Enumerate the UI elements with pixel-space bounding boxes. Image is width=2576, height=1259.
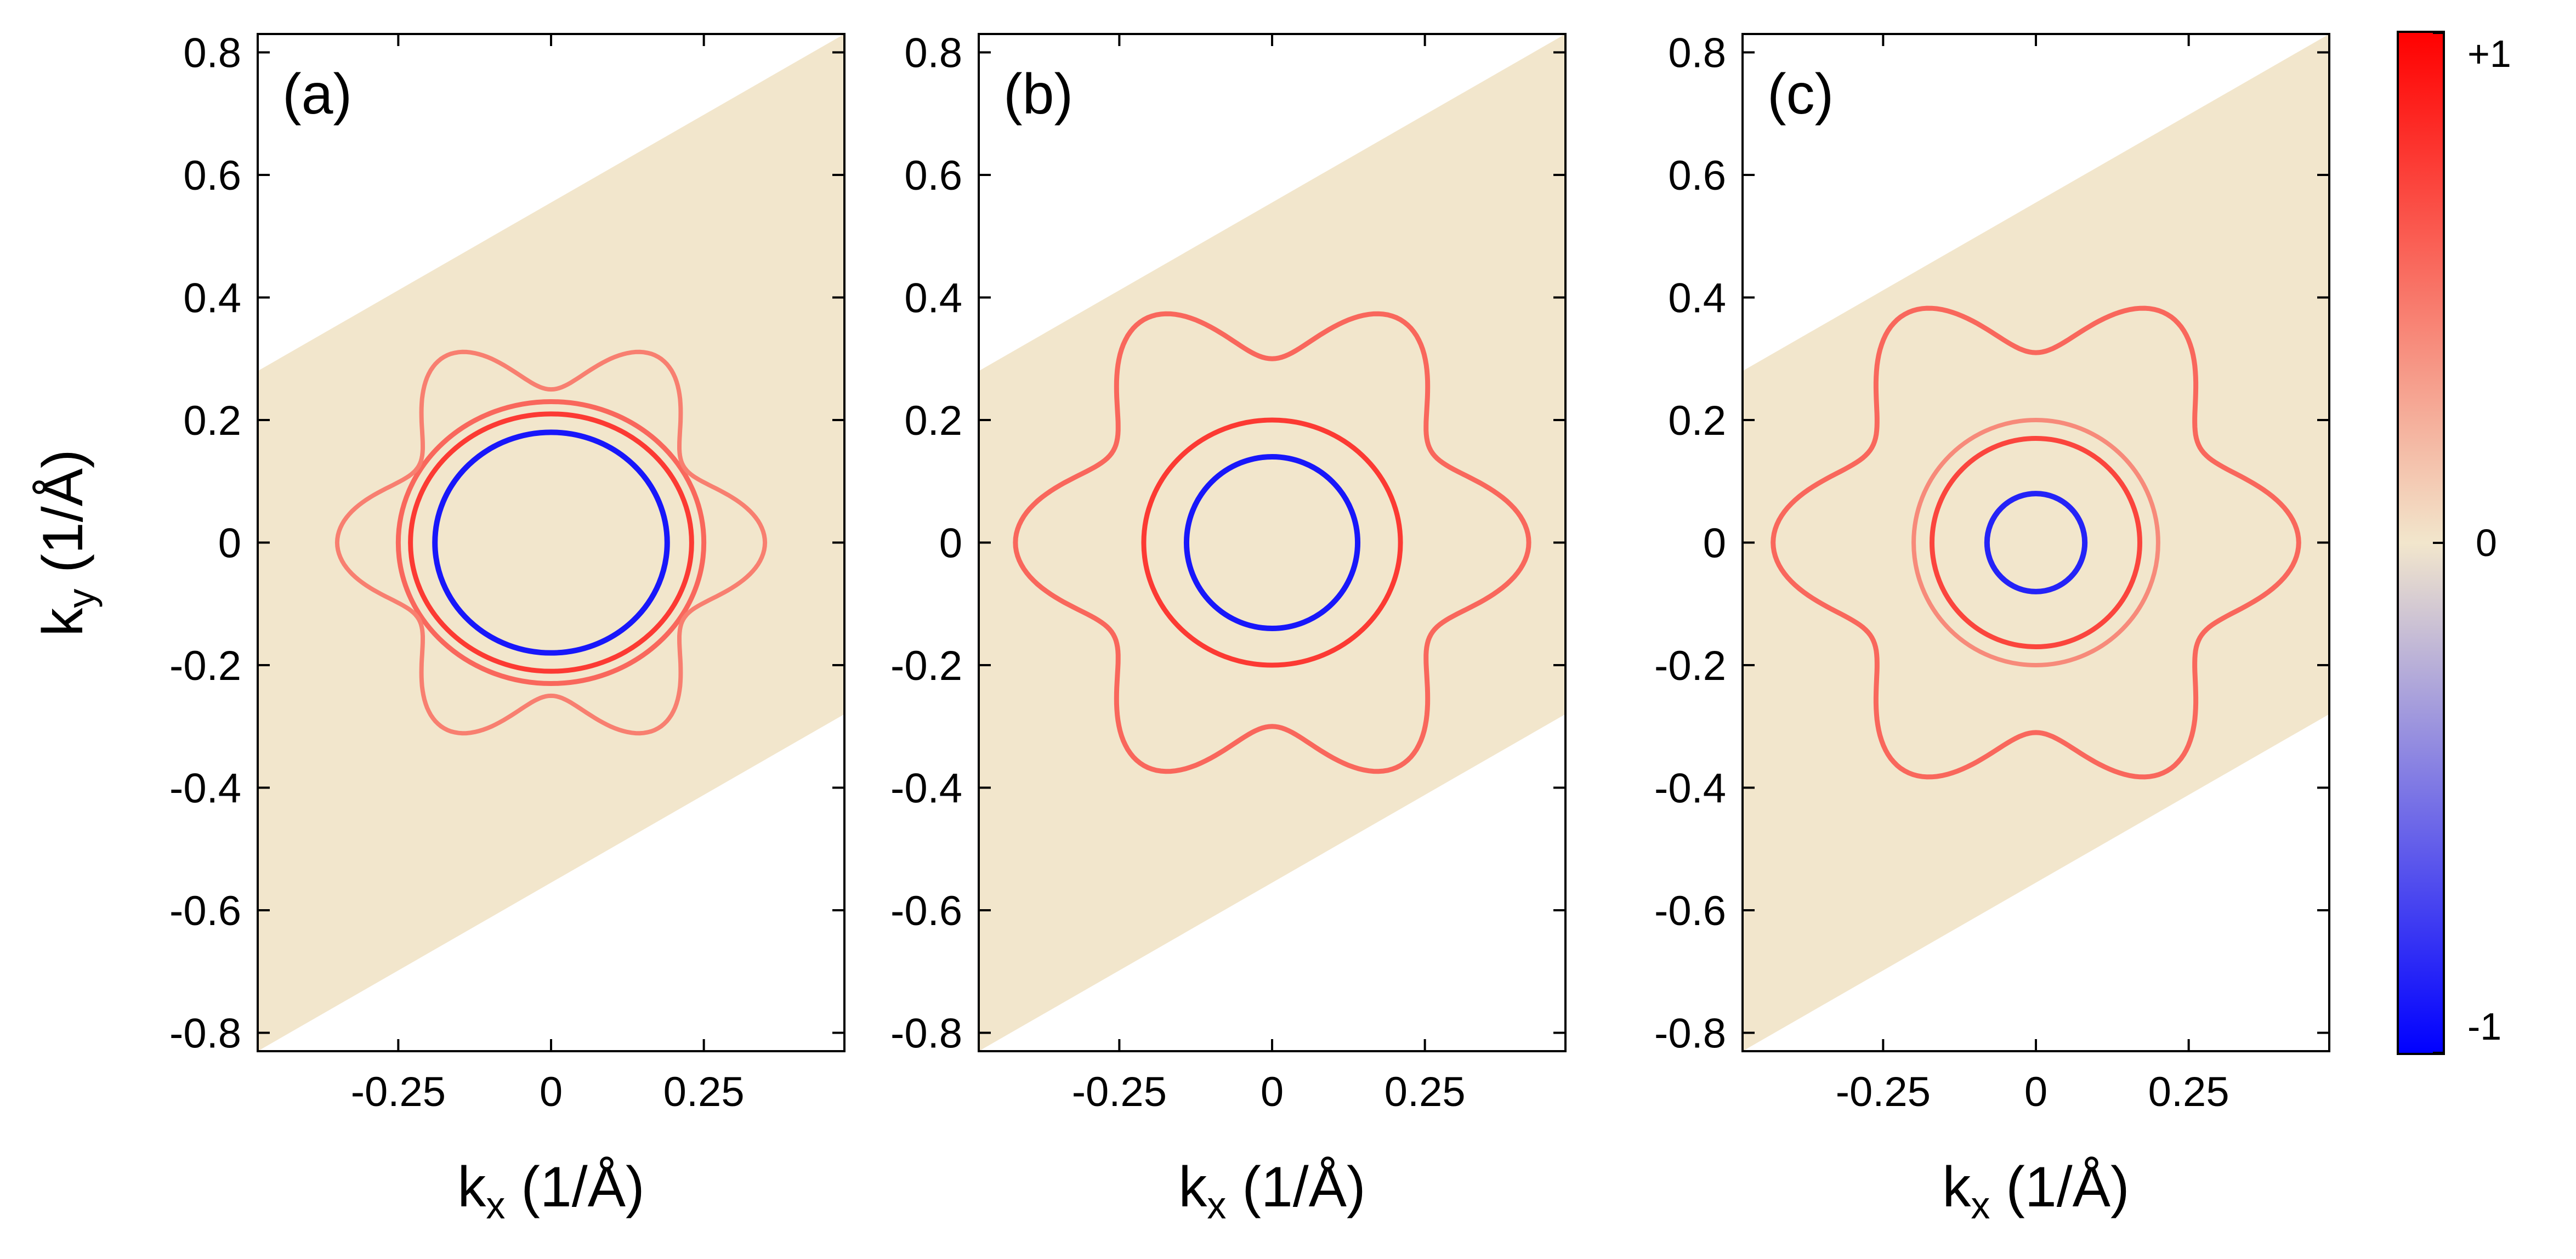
y-tick-label: 0.8	[183, 30, 241, 77]
panel-label: (c)	[1767, 63, 1834, 126]
x-tick-label: 0	[2024, 1069, 2047, 1115]
y-tick-label: 0.8	[904, 30, 962, 77]
y-tick-label: 0.6	[1668, 152, 1726, 199]
colorbar-mid-label: 0	[2476, 521, 2497, 564]
y-tick-label: 0.2	[183, 398, 241, 444]
panel-c: 0.8 0.6 0.4 0.2 0 -0.2 -0.4 -0.6 -0.8 -0.25 0 0.25 k…	[1654, 30, 2330, 1227]
y-tick-label: -0.6	[1654, 888, 1726, 934]
contour-hexagonal-4	[1771, 305, 2301, 780]
y-tick-label: 0.4	[183, 275, 241, 322]
y-tick-label: 0.2	[1668, 398, 1726, 444]
colorbar: +1 0 -1	[2397, 31, 2511, 1055]
contour-ring-1	[432, 429, 670, 656]
contour-hexagonal-3	[1013, 311, 1531, 774]
x-axis-title: kx (1/Å)	[457, 1155, 644, 1227]
x-tick-label: 0	[1261, 1069, 1284, 1115]
fermi-contours	[1013, 311, 1531, 774]
panel-label: (a)	[282, 63, 352, 126]
y-tick-label: 0.6	[904, 152, 962, 199]
contour-ring-2	[408, 411, 694, 674]
y-tick-label: 0.4	[1668, 275, 1726, 322]
panels: 0.8 0.6 0.4 0.2 0 -0.2 -0.4 -0.6 -0.8 -0.25 0 0.25 k…	[31, 30, 2330, 1227]
y-axis-title: ky (1/Å)	[31, 449, 103, 636]
colorbar-min-label: -1	[2467, 1005, 2501, 1048]
x-tick-label: 0.25	[1385, 1069, 1466, 1115]
y-tick-label: 0.8	[1668, 30, 1726, 77]
x-tick-label: -0.25	[1072, 1069, 1167, 1115]
contour-ring-3	[1911, 418, 2160, 667]
panel-b: 0.8 0.6 0.4 0.2 0 -0.2 -0.4 -0.6 -0.8 -0.25 0 0.25 k…	[890, 30, 1567, 1227]
contour-ring-1	[1984, 491, 2088, 594]
y-tick-label: -0.4	[890, 765, 962, 812]
y-tick-label: -0.8	[1654, 1010, 1726, 1057]
y-tick-label: 0	[1703, 520, 1726, 567]
x-tick-label: -0.25	[351, 1069, 446, 1115]
panel-a: 0.8 0.6 0.4 0.2 0 -0.2 -0.4 -0.6 -0.8 -0.25 0 0.25 k…	[169, 30, 846, 1227]
fermi-contours	[334, 349, 768, 736]
contour-ring-3	[395, 399, 707, 687]
x-tick-label: -0.25	[1836, 1069, 1931, 1115]
y-tick-label: -0.6	[890, 888, 962, 934]
panel-label: (b)	[1003, 63, 1073, 126]
brillouin-zone	[979, 34, 1565, 1051]
y-tick-label: 0.4	[904, 275, 962, 322]
y-tick-label: -0.4	[169, 765, 241, 812]
brillouin-zone	[258, 34, 844, 1051]
x-axis-title: kx (1/Å)	[1942, 1155, 2129, 1227]
x-tick-label: 0.25	[663, 1069, 745, 1115]
y-tick-label: -0.4	[1654, 765, 1726, 812]
y-tick-label: -0.2	[169, 643, 241, 689]
x-tick-label: 0.25	[2148, 1069, 2229, 1115]
y-tick-label: 0	[939, 520, 962, 567]
fermi-contours	[1771, 305, 2301, 780]
x-axis-title: kx (1/Å)	[1178, 1155, 1365, 1227]
y-tick-label: 0	[218, 520, 241, 567]
colorbar-max-label: +1	[2467, 32, 2511, 75]
y-tick-label: -0.6	[169, 888, 241, 934]
y-tick-label: -0.2	[890, 643, 962, 689]
y-tick-label: -0.8	[169, 1010, 241, 1057]
contour-ring-1	[1183, 454, 1361, 631]
contour-hexagonal-4	[334, 349, 768, 736]
y-tick-label: -0.8	[890, 1010, 962, 1057]
y-tick-label: 0.2	[904, 398, 962, 444]
x-tick-label: 0	[540, 1069, 563, 1115]
y-tick-label: -0.2	[1654, 643, 1726, 689]
brillouin-zone	[1743, 34, 2329, 1051]
y-tick-label: 0.6	[183, 152, 241, 199]
contour-ring-2	[1930, 436, 2142, 649]
contour-ring-2	[1141, 417, 1403, 668]
